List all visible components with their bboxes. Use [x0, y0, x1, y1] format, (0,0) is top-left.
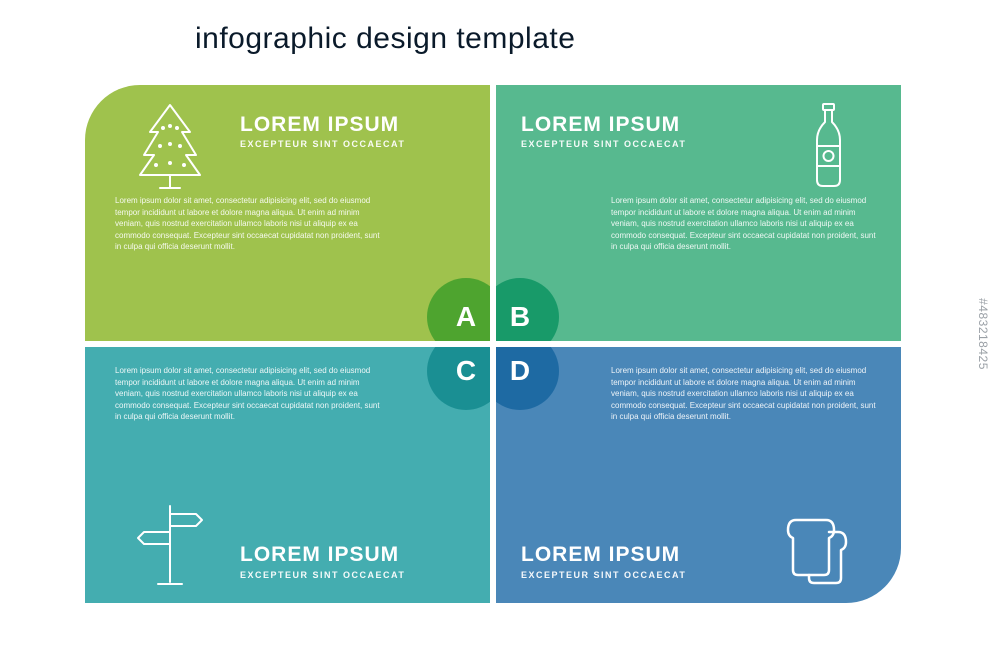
- signpost-icon: [130, 498, 210, 588]
- panel-a-body: Lorem ipsum dolor sit amet, consectetur …: [115, 195, 380, 253]
- panel-d-body: Lorem ipsum dolor sit amet, consectetur …: [611, 365, 876, 423]
- panel-b-heading: LOREM IPSUM: [521, 113, 680, 137]
- panel-c-body: Lorem ipsum dolor sit amet, consectetur …: [115, 365, 380, 423]
- page-title: infographic design template: [195, 22, 575, 56]
- panel-c-subheading: EXCEPTEUR SINT OCCAECAT: [240, 570, 405, 580]
- panel-d-subheading: EXCEPTEUR SINT OCCAECAT: [521, 570, 686, 580]
- panel-a-subheading: EXCEPTEUR SINT OCCAECAT: [240, 139, 405, 149]
- panel-a-letter: A: [427, 278, 490, 341]
- watermark: #483218425: [976, 298, 990, 370]
- panel-c-letter: C: [427, 347, 490, 410]
- panel-b-body: Lorem ipsum dolor sit amet, consectetur …: [611, 195, 876, 253]
- bread-icon: [776, 498, 856, 588]
- letter-d: D: [510, 355, 530, 387]
- letter-a: A: [456, 301, 476, 333]
- panel-c: LOREM IPSUM EXCEPTEUR SINT OCCAECAT Lore…: [85, 347, 490, 603]
- panel-b-letter: B: [496, 278, 559, 341]
- panel-d-heading: LOREM IPSUM: [521, 543, 680, 567]
- panel-a: LOREM IPSUM EXCEPTEUR SINT OCCAECAT Lore…: [85, 85, 490, 341]
- panel-b: LOREM IPSUM EXCEPTEUR SINT OCCAECAT Lore…: [496, 85, 901, 341]
- letter-b: B: [510, 301, 530, 333]
- panel-b-subheading: EXCEPTEUR SINT OCCAECAT: [521, 139, 686, 149]
- infographic-grid: LOREM IPSUM EXCEPTEUR SINT OCCAECAT Lore…: [85, 85, 901, 603]
- panel-d: LOREM IPSUM EXCEPTEUR SINT OCCAECAT Lore…: [496, 347, 901, 603]
- panel-a-heading: LOREM IPSUM: [240, 113, 399, 137]
- letter-c: C: [456, 355, 476, 387]
- bottle-icon: [806, 100, 851, 190]
- tree-icon: [130, 100, 210, 190]
- panel-d-letter: D: [496, 347, 559, 410]
- panel-c-heading: LOREM IPSUM: [240, 543, 399, 567]
